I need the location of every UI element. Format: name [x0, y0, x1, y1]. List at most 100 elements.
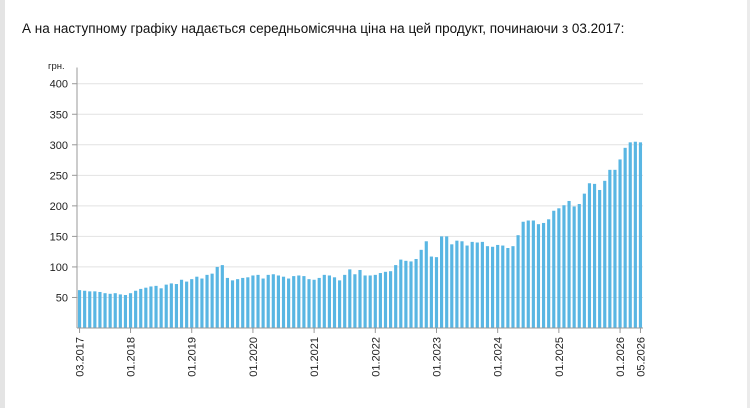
bar	[404, 260, 408, 328]
y-tick-label: 400	[50, 79, 68, 91]
bar	[169, 283, 173, 328]
bar	[103, 293, 107, 328]
bar	[185, 281, 189, 328]
bar	[547, 219, 551, 328]
bar	[108, 293, 112, 328]
bar	[455, 240, 459, 328]
bar	[490, 246, 495, 328]
bar	[338, 280, 342, 328]
bar	[149, 286, 153, 328]
bar	[236, 279, 240, 328]
bar	[332, 277, 337, 328]
bar	[429, 256, 433, 328]
x-tick-label: 01.2023	[431, 337, 443, 377]
bar	[613, 169, 617, 328]
bar	[297, 275, 301, 328]
bar	[77, 290, 82, 328]
x-tick-label: 01.2024	[493, 337, 505, 377]
bar	[383, 271, 388, 328]
bar	[394, 265, 398, 328]
bar	[123, 295, 128, 328]
bar	[552, 210, 556, 328]
bar	[485, 246, 490, 328]
bar	[225, 277, 230, 328]
x-tick-label: 05.2026	[635, 337, 647, 377]
x-tick-label: 01.2019	[187, 337, 199, 377]
bar	[434, 257, 439, 328]
bar	[480, 241, 484, 328]
bar	[215, 266, 219, 328]
bar	[200, 278, 204, 328]
bar	[348, 269, 352, 328]
bar	[501, 245, 505, 328]
bar	[424, 241, 428, 328]
bar	[266, 274, 270, 328]
bar	[292, 276, 296, 328]
bar	[587, 183, 592, 328]
bar	[496, 244, 500, 328]
bar	[521, 221, 525, 328]
bars	[77, 141, 643, 328]
y-tick-label: 250	[50, 170, 68, 182]
bar	[358, 269, 362, 328]
x-tick-label: 01.2021	[309, 337, 321, 377]
bar	[526, 220, 530, 328]
bar	[389, 271, 393, 328]
bar	[287, 278, 291, 328]
bar	[195, 276, 199, 328]
bar	[230, 280, 235, 328]
bar	[638, 142, 643, 328]
bar	[623, 147, 627, 328]
bar	[531, 220, 535, 328]
bar	[88, 291, 92, 328]
bar	[241, 277, 245, 328]
x-tick-label: 01.2022	[370, 337, 382, 377]
bar	[271, 274, 275, 328]
x-tick-label: 01.2020	[248, 337, 260, 377]
bar	[445, 236, 449, 328]
bar	[174, 284, 179, 328]
bar	[317, 277, 321, 328]
bar	[327, 275, 331, 328]
bar	[440, 236, 444, 328]
bar	[577, 204, 581, 328]
bar	[307, 279, 311, 328]
bar	[618, 159, 622, 328]
bar	[567, 200, 571, 328]
bar	[450, 244, 454, 328]
bar	[608, 169, 612, 328]
bar	[419, 249, 423, 328]
bar	[190, 279, 194, 328]
bar	[562, 205, 566, 328]
bar	[128, 293, 133, 328]
bar	[475, 242, 479, 328]
y-tick-label: 100	[50, 262, 68, 274]
bar	[582, 193, 586, 328]
window-frame-right	[747, 0, 750, 408]
bar	[506, 247, 510, 328]
y-tick-label: 200	[50, 201, 68, 213]
bar	[210, 273, 214, 328]
bar	[322, 274, 326, 328]
x-tick-label: 01.2018	[126, 337, 138, 377]
window-frame-left	[0, 0, 5, 408]
y-axis-ticks: 50 100 150 200 250 300 350 400	[50, 67, 643, 329]
bar	[598, 189, 602, 328]
y-tick-label: 350	[50, 109, 68, 121]
bar	[557, 208, 561, 328]
bar	[353, 274, 357, 328]
x-tick-label: 01.2025	[554, 337, 566, 377]
bar	[118, 294, 122, 328]
y-tick-label: 50	[56, 292, 68, 304]
bar	[93, 291, 97, 328]
bar	[414, 258, 418, 328]
bar	[246, 277, 250, 328]
x-tick-label: 03.2017	[75, 337, 87, 377]
bar	[98, 291, 102, 328]
bar	[256, 274, 260, 328]
bar	[154, 285, 158, 328]
bar	[139, 288, 143, 328]
bar	[470, 241, 474, 328]
bar	[113, 293, 117, 328]
